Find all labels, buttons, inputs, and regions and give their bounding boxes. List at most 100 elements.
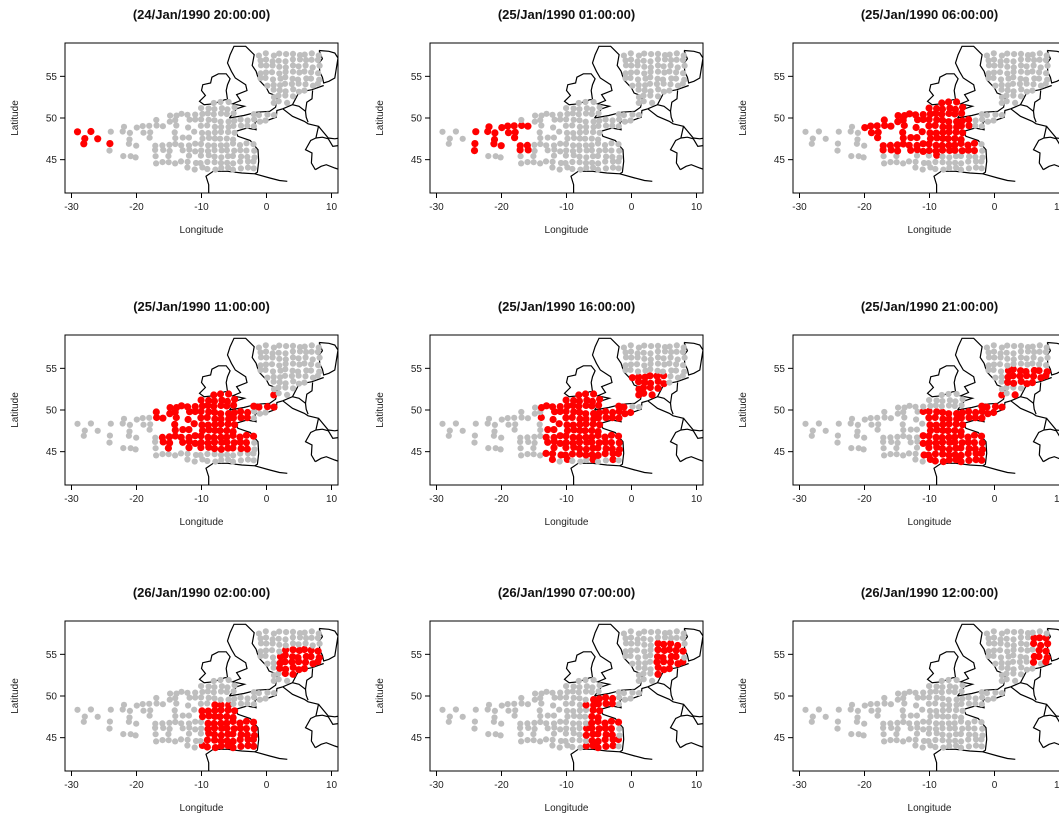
active-point: [938, 141, 946, 150]
inactive-point: [641, 50, 648, 57]
x-tick-label: -20: [494, 202, 509, 213]
active-point: [315, 654, 323, 662]
inactive-point: [230, 136, 237, 143]
active-point: [899, 128, 907, 136]
active-point: [925, 432, 933, 440]
inactive-point: [1023, 666, 1030, 673]
inactive-point: [538, 700, 545, 707]
active-point: [569, 421, 577, 429]
inactive-point: [282, 74, 289, 81]
inactive-point: [532, 404, 539, 411]
inactive-point: [615, 457, 622, 464]
inactive-point: [282, 58, 289, 65]
panel-title: (25/Jan/1990 11:00:00): [133, 299, 270, 314]
inactive-point: [912, 164, 919, 171]
inactive-point: [262, 628, 269, 635]
inactive-point: [900, 718, 907, 726]
inactive-point: [972, 117, 979, 124]
active-point: [602, 408, 610, 416]
coastline: [926, 365, 959, 398]
inactive-point: [1003, 384, 1010, 391]
inactive-point: [530, 159, 537, 166]
inactive-point: [893, 159, 900, 166]
active-point: [667, 639, 675, 648]
inactive-point: [133, 434, 140, 441]
inactive-point: [992, 111, 999, 118]
coastline: [1046, 417, 1059, 431]
inactive-point: [1029, 360, 1036, 367]
inactive-point: [939, 725, 946, 732]
inactive-point: [518, 414, 525, 421]
active-point: [925, 438, 933, 447]
active-point: [263, 403, 272, 411]
inactive-point: [997, 368, 1005, 375]
y-tick-label: 50: [46, 114, 58, 125]
active-point: [153, 413, 161, 422]
inactive-point: [900, 713, 907, 720]
active-point: [223, 724, 231, 732]
inactive-point: [126, 707, 133, 715]
active-point: [660, 666, 668, 674]
inactive-point: [1012, 99, 1019, 106]
active-point: [485, 123, 493, 131]
inactive-point: [191, 706, 198, 713]
active-point: [518, 121, 526, 130]
active-point: [171, 426, 179, 434]
inactive-point: [641, 665, 648, 672]
inactive-point: [875, 707, 882, 714]
inactive-point: [881, 694, 888, 702]
inactive-point: [146, 700, 153, 707]
inactive-point: [576, 123, 584, 130]
inactive-point: [262, 117, 269, 124]
inactive-point: [282, 356, 289, 363]
coastline: [282, 108, 320, 171]
inactive-point: [542, 736, 550, 743]
coastline: [591, 45, 644, 119]
inactive-point: [257, 367, 264, 374]
active-point: [237, 414, 245, 422]
inactive-point: [622, 635, 629, 642]
inactive-point: [953, 707, 960, 714]
inactive-point: [153, 738, 160, 745]
inactive-point: [647, 366, 654, 373]
inactive-point: [925, 160, 932, 167]
inactive-point: [211, 135, 218, 142]
inactive-point: [596, 129, 603, 136]
inactive-point: [308, 342, 315, 349]
x-axis-label: Longitude: [180, 225, 224, 236]
active-point: [542, 433, 550, 441]
active-point: [211, 420, 219, 429]
x-tick-label: -10: [194, 494, 209, 505]
active-point: [550, 426, 558, 434]
inactive-point: [939, 713, 946, 720]
inactive-point: [875, 421, 882, 428]
inactive-point: [647, 356, 654, 363]
active-point: [926, 421, 934, 429]
active-point: [550, 433, 558, 442]
inactive-point: [289, 348, 296, 355]
inactive-point: [1004, 70, 1011, 77]
inactive-point: [1004, 355, 1011, 362]
inactive-point: [257, 362, 264, 369]
inactive-point: [901, 414, 908, 421]
inactive-point: [198, 683, 205, 690]
inactive-point: [952, 398, 959, 405]
inactive-point: [282, 350, 289, 357]
inactive-point: [907, 725, 914, 732]
inactive-point: [152, 153, 159, 160]
active-point: [926, 427, 935, 435]
active-point: [925, 140, 933, 148]
inactive-point: [530, 731, 537, 738]
inactive-point: [244, 456, 252, 463]
active-point: [874, 128, 882, 136]
active-point: [229, 744, 237, 752]
inactive-point: [1010, 356, 1017, 363]
active-point: [978, 456, 986, 464]
inactive-point: [147, 707, 154, 714]
y-tick-label: 55: [46, 650, 58, 661]
active-point: [87, 127, 95, 136]
inactive-point: [668, 349, 675, 356]
inactive-point: [861, 416, 868, 423]
inactive-point: [218, 164, 225, 172]
inactive-point: [316, 76, 323, 83]
